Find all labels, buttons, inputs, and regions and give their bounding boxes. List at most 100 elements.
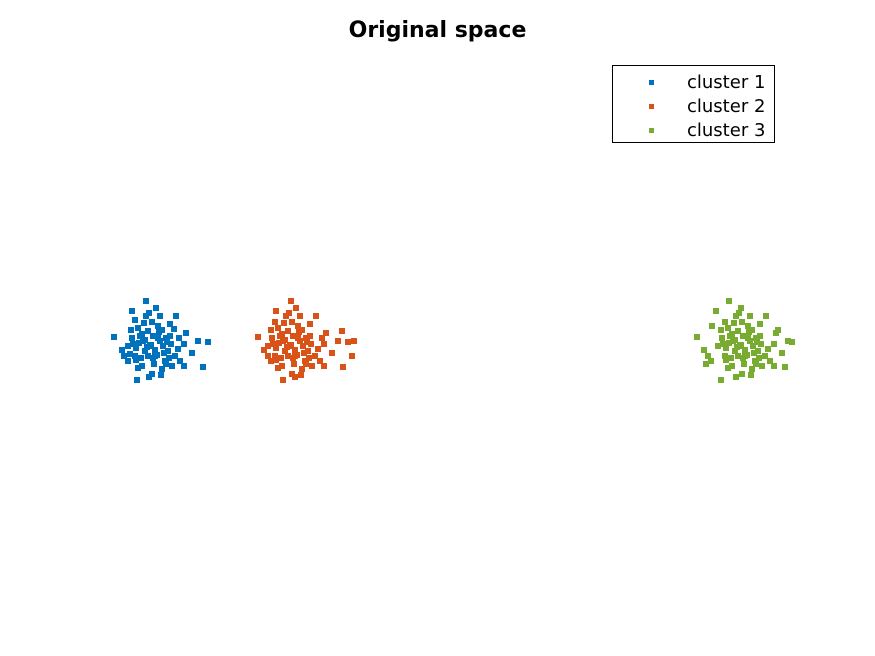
data-point (173, 313, 179, 319)
data-point (282, 337, 288, 343)
data-point (161, 350, 167, 356)
legend-label-cluster-3: cluster 3 (687, 120, 766, 141)
data-point (292, 374, 298, 380)
legend-label-cluster-1: cluster 1 (687, 72, 766, 93)
data-point (708, 358, 714, 364)
data-point (189, 350, 195, 356)
data-point (136, 340, 142, 346)
data-point (142, 348, 148, 354)
data-point (775, 327, 781, 333)
data-point (725, 365, 731, 371)
legend-marker-cluster-3 (649, 128, 654, 133)
data-point (205, 339, 211, 345)
legend-marker-cluster-1 (649, 80, 654, 85)
data-point (309, 363, 315, 369)
data-point (719, 335, 725, 341)
data-point (269, 335, 275, 341)
data-point (763, 313, 769, 319)
data-point (736, 310, 742, 316)
data-point (713, 308, 719, 314)
data-point (732, 337, 738, 343)
data-point (268, 327, 274, 333)
data-point (149, 319, 155, 325)
data-point (138, 355, 144, 361)
data-point (723, 345, 729, 351)
data-point (767, 358, 773, 364)
data-point (265, 343, 271, 349)
data-point (146, 310, 152, 316)
data-point (155, 323, 161, 329)
data-point (167, 321, 173, 327)
data-point (273, 345, 279, 351)
data-point (195, 338, 201, 344)
data-point (295, 323, 301, 329)
data-point (298, 372, 304, 378)
data-point (329, 350, 335, 356)
data-point (306, 355, 312, 361)
data-point (315, 346, 321, 352)
data-point (285, 328, 291, 334)
data-point (748, 372, 754, 378)
data-point (726, 298, 732, 304)
data-point (753, 361, 759, 367)
data-point (261, 347, 267, 353)
data-point (265, 353, 271, 359)
data-point (312, 353, 318, 359)
data-point (273, 357, 279, 363)
data-point (125, 358, 131, 364)
data-point (728, 355, 734, 361)
data-point (771, 341, 777, 347)
data-point (297, 313, 303, 319)
data-point (129, 335, 135, 341)
legend-label-cluster-2: cluster 2 (687, 96, 766, 117)
data-point (771, 363, 777, 369)
data-point (745, 335, 751, 341)
data-point (284, 344, 290, 350)
data-point (290, 355, 296, 361)
data-point (293, 305, 299, 311)
data-point (731, 320, 737, 326)
data-point (750, 343, 756, 349)
data-point (758, 341, 764, 347)
data-point (139, 331, 145, 337)
data-point (286, 310, 292, 316)
data-point (119, 347, 125, 353)
data-point (288, 298, 294, 304)
data-point (272, 319, 278, 325)
legend: cluster 1 cluster 2 cluster 3 (612, 65, 775, 143)
data-point (321, 341, 327, 347)
data-point (127, 351, 133, 357)
data-point (132, 353, 138, 359)
data-point (703, 361, 709, 367)
data-point (280, 377, 286, 383)
data-point (150, 333, 156, 339)
data-point (146, 374, 152, 380)
data-point (319, 335, 325, 341)
data-point (177, 358, 183, 364)
data-point (741, 361, 747, 367)
data-point (317, 358, 323, 364)
data-point (176, 335, 182, 341)
data-point (285, 353, 291, 359)
data-point (296, 329, 302, 335)
data-point (722, 319, 728, 325)
data-point (141, 320, 147, 326)
data-point (735, 328, 741, 334)
data-point (133, 357, 139, 363)
data-point (307, 333, 313, 339)
data-point (144, 344, 150, 350)
data-point (281, 320, 287, 326)
data-point (723, 357, 729, 363)
data-point (313, 313, 319, 319)
data-point (303, 361, 309, 367)
data-point (303, 335, 309, 341)
data-point (339, 328, 345, 334)
data-point (135, 325, 141, 331)
data-point (165, 348, 171, 354)
data-point (163, 361, 169, 367)
data-point (169, 363, 175, 369)
data-point (738, 305, 744, 311)
data-point (272, 353, 278, 359)
